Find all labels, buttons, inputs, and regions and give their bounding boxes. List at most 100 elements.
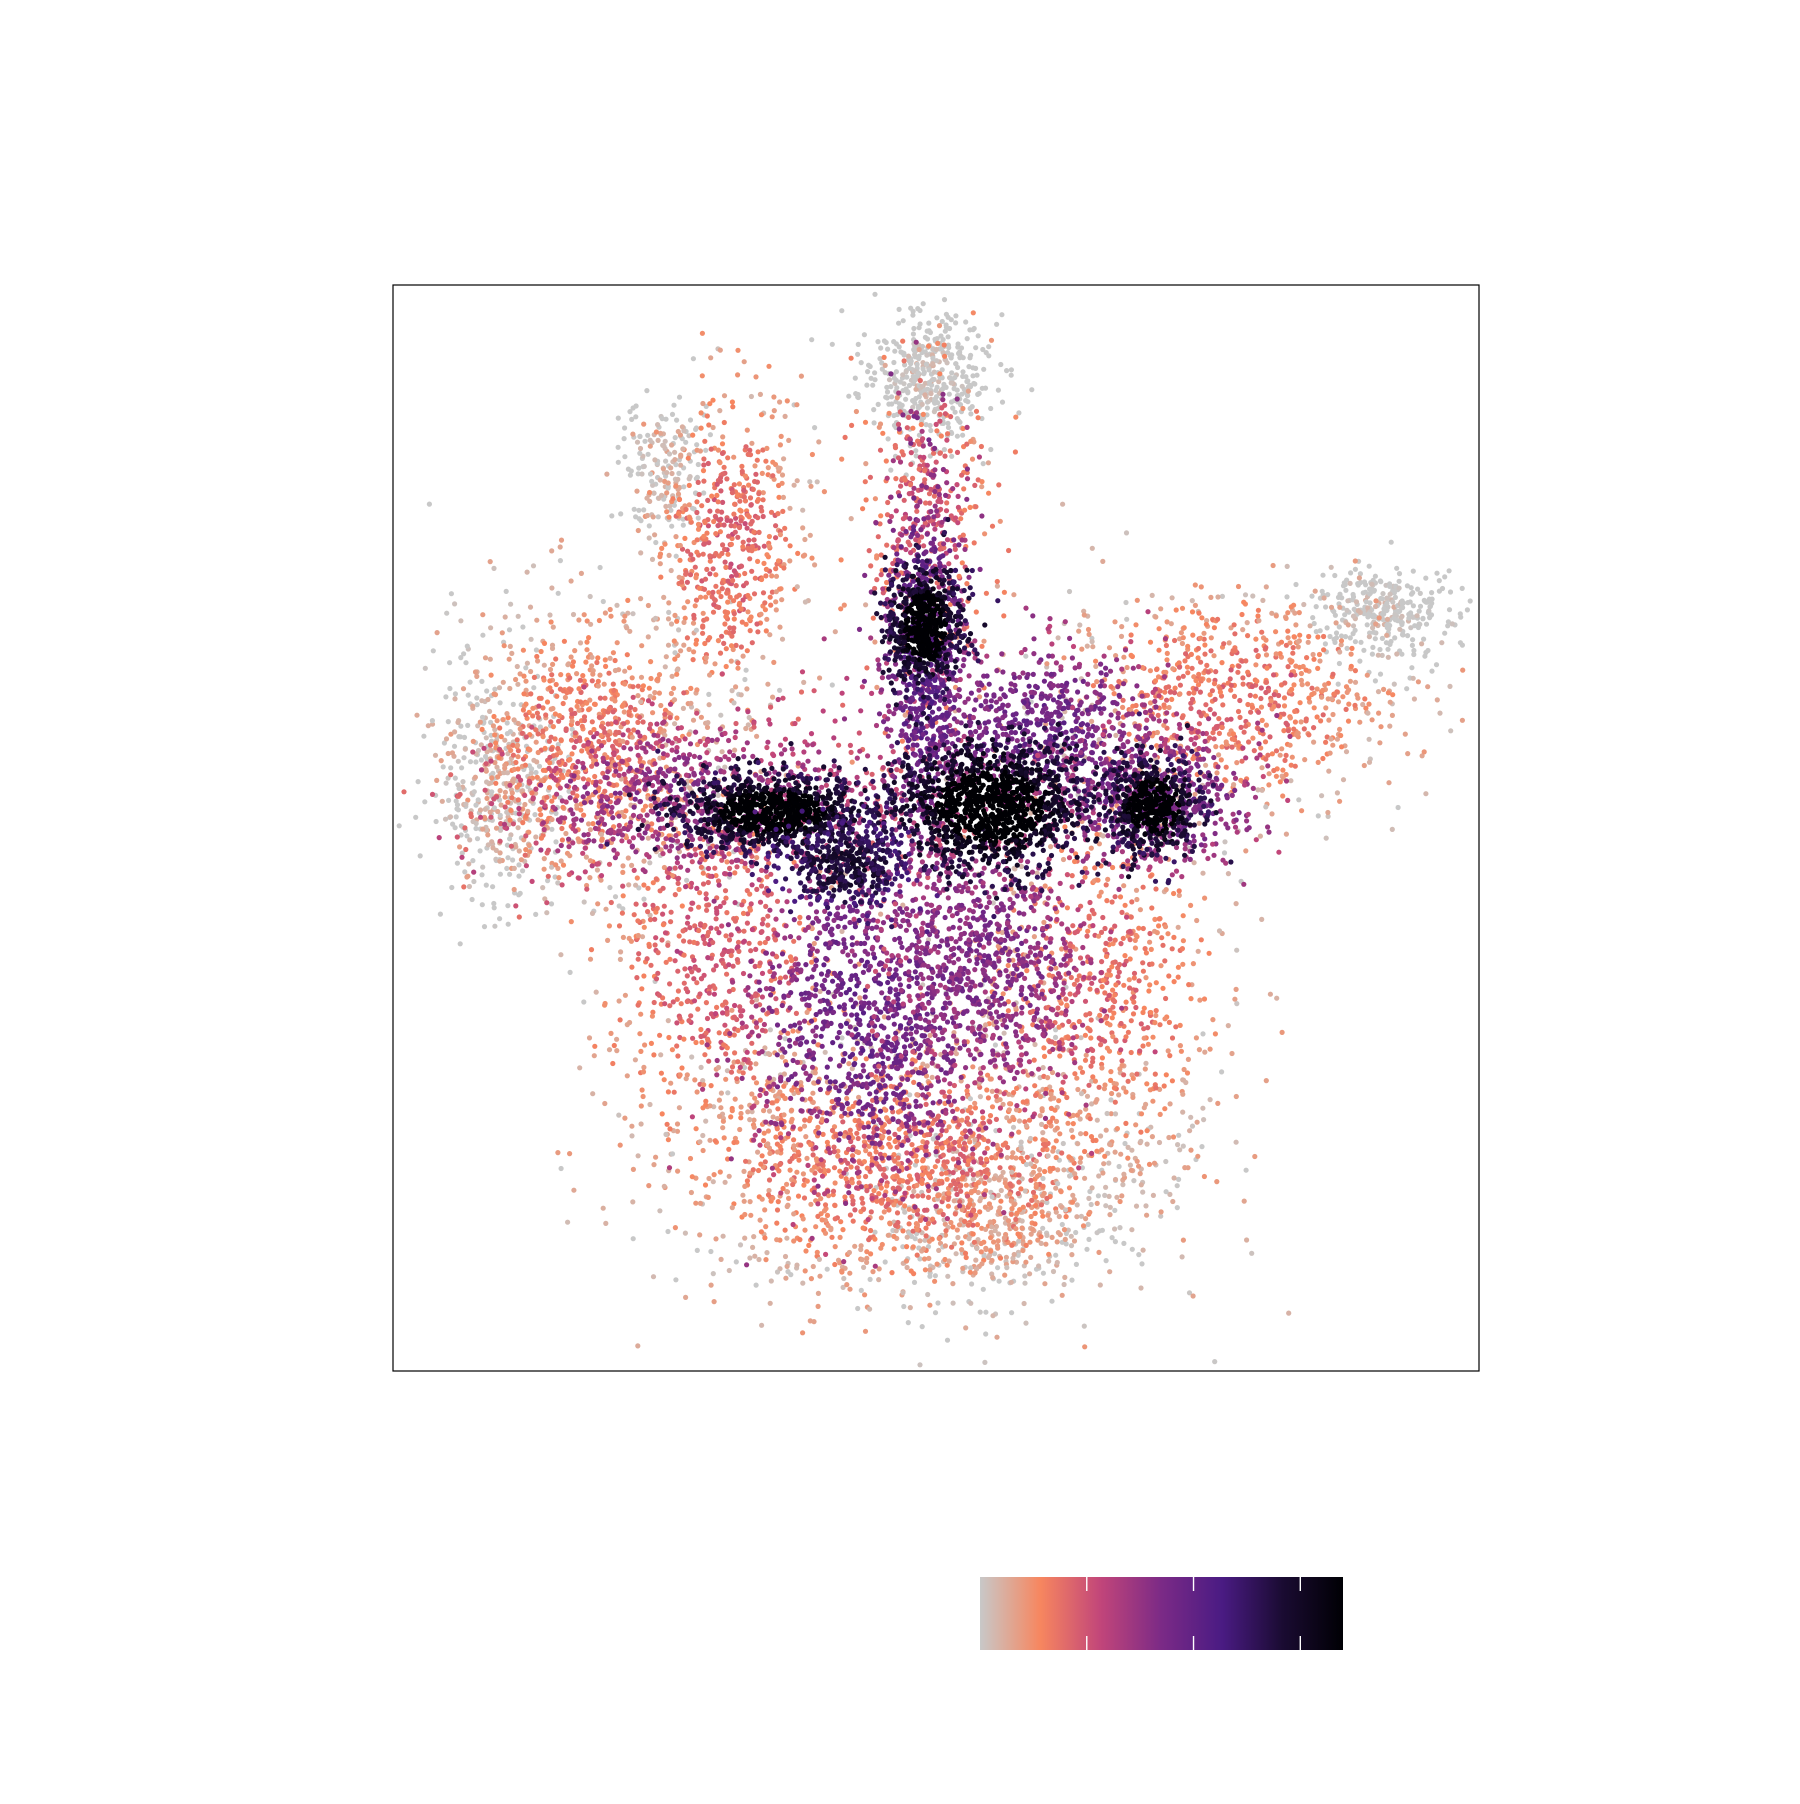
scatter-point — [636, 684, 641, 689]
scatter-point — [807, 479, 812, 484]
scatter-point — [471, 819, 476, 824]
scatter-point — [870, 383, 875, 388]
scatter-point — [570, 790, 575, 795]
scatter-point — [737, 499, 742, 504]
scatter-point — [953, 410, 958, 415]
scatter-point — [1101, 1161, 1106, 1166]
scatter-point — [632, 507, 637, 512]
scatter-point — [554, 694, 559, 699]
scatter-point — [933, 1310, 938, 1315]
scatter-point — [675, 1121, 680, 1126]
scatter-point — [925, 387, 930, 392]
scatter-point — [1284, 594, 1289, 599]
scatter-point — [1100, 559, 1105, 564]
scatter-point — [1202, 652, 1207, 657]
scatter-point — [691, 613, 696, 618]
scatter-point — [1381, 687, 1386, 692]
scatter-point — [970, 404, 975, 409]
scatter-point — [1082, 1344, 1087, 1349]
scatter-point — [534, 759, 539, 764]
scatter-point — [1351, 631, 1356, 636]
scatter-point — [1095, 1230, 1100, 1235]
scatter-point — [928, 330, 933, 335]
scatter-point — [1316, 813, 1321, 818]
scatter-point — [728, 1114, 733, 1119]
scatter-point — [448, 765, 453, 770]
scatter-point — [935, 1300, 940, 1305]
scatter-point — [886, 402, 891, 407]
scatter-point — [774, 1237, 779, 1242]
scatter-point — [777, 399, 782, 404]
scatter-point — [922, 392, 927, 397]
scatter-point — [1077, 622, 1082, 627]
scatter-point — [759, 505, 764, 510]
scatter-point — [915, 1227, 920, 1232]
scatter-point — [1327, 634, 1332, 639]
scatter-point — [702, 520, 707, 525]
scatter-point — [983, 1227, 988, 1232]
scatter-point — [928, 391, 933, 396]
scatter-point — [809, 556, 814, 561]
scatter-point — [1301, 602, 1306, 607]
scatter-point — [734, 1259, 739, 1264]
scatter-point — [569, 719, 574, 724]
scatter-point — [724, 591, 729, 596]
scatter-point — [996, 1238, 1001, 1243]
scatter-point — [463, 802, 468, 807]
scatter-point — [897, 401, 902, 406]
scatter-point — [730, 490, 735, 495]
scatter-point — [940, 387, 945, 392]
scatter-point — [783, 1228, 788, 1233]
scatter-point — [731, 511, 736, 516]
scatter-point — [966, 1122, 971, 1127]
scatter-point — [846, 1061, 851, 1066]
scatter-point — [637, 434, 642, 439]
scatter-point — [1362, 696, 1367, 701]
scatter-point — [906, 1186, 911, 1191]
scatter-point — [426, 723, 431, 728]
scatter-point — [1090, 639, 1095, 644]
scatter-point — [1384, 601, 1389, 606]
scatter-point — [1045, 1213, 1050, 1218]
scatter-point — [739, 464, 744, 469]
scatter-point — [748, 628, 753, 633]
scatter-point — [667, 451, 672, 456]
scatter-point — [938, 333, 943, 338]
scatter-point — [1199, 584, 1204, 589]
scatter-point — [1295, 639, 1300, 644]
scatter-point — [906, 354, 911, 359]
scatter-point — [1198, 690, 1203, 695]
scatter-point — [1339, 638, 1344, 643]
scatter-point — [856, 342, 861, 347]
scatter-point — [1117, 1225, 1122, 1230]
scatter-point — [839, 1035, 844, 1040]
scatter-point — [936, 1248, 941, 1253]
scatter-point — [743, 726, 748, 731]
scatter-point — [930, 1169, 935, 1174]
scatter-point — [528, 691, 533, 696]
scatter-point — [1087, 632, 1092, 637]
scatter-point — [725, 518, 730, 523]
scatter-point — [1150, 593, 1155, 598]
scatter-point — [966, 1158, 971, 1163]
scatter-point — [1206, 678, 1211, 683]
scatter-point — [999, 1188, 1004, 1193]
scatter-point — [1236, 584, 1241, 589]
scatter-point — [1346, 622, 1351, 627]
scatter-point — [517, 848, 522, 853]
scatter-point — [802, 537, 807, 542]
scatter-point — [1227, 640, 1232, 645]
scatter-point — [959, 1247, 964, 1252]
scatter-point — [494, 826, 499, 831]
scatter-point — [1369, 582, 1374, 587]
scatter-point — [921, 371, 926, 376]
scatter-point — [923, 1226, 928, 1231]
scatter-point — [478, 720, 483, 725]
scatter-point — [1112, 619, 1117, 624]
scatter-point — [480, 715, 485, 720]
scatter-point — [893, 1223, 898, 1228]
scatter-point — [510, 790, 515, 795]
scatter-point — [652, 690, 657, 695]
scatter-point — [452, 744, 457, 749]
scatter-point — [1133, 1122, 1138, 1127]
